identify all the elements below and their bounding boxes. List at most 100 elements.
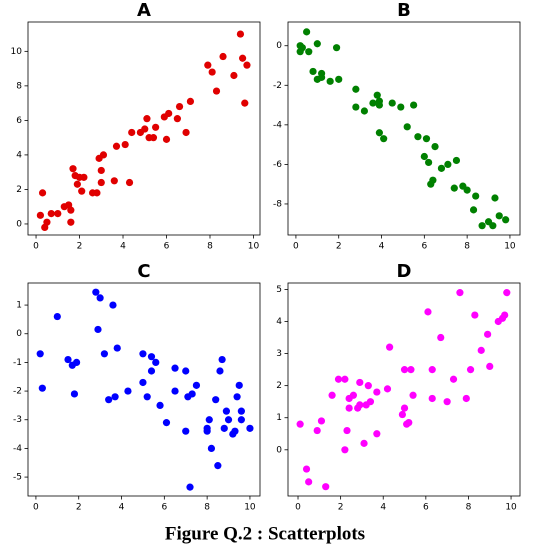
point (182, 367, 190, 375)
x-tick-label: 4 (120, 242, 126, 252)
x-tick-label: 4 (379, 242, 385, 252)
y-tick-label: -4 (273, 120, 282, 130)
point (38, 189, 47, 197)
point (428, 394, 436, 403)
point (162, 419, 171, 427)
point (345, 404, 353, 412)
point (54, 209, 62, 218)
point (222, 407, 230, 415)
figure-caption: Figure Q.2 : Scatterplots (165, 523, 365, 544)
point (165, 109, 173, 118)
point (162, 135, 171, 143)
point (332, 44, 341, 52)
panel-title: C (137, 261, 150, 282)
point (110, 177, 118, 185)
point (343, 426, 351, 435)
point (237, 416, 245, 424)
point (205, 416, 213, 424)
point (36, 211, 44, 219)
x-tick-label: 6 (423, 503, 429, 513)
point (373, 91, 381, 99)
x-tick-label: 2 (76, 503, 82, 513)
point (73, 180, 81, 188)
point (398, 410, 407, 419)
point (407, 366, 415, 374)
point (188, 390, 196, 398)
point (207, 444, 216, 453)
point (239, 54, 247, 62)
point (425, 158, 433, 167)
point (326, 77, 334, 85)
point (403, 123, 411, 131)
point (67, 218, 75, 226)
point (444, 160, 452, 168)
point (375, 129, 383, 137)
point (147, 367, 156, 375)
point (501, 311, 509, 319)
point (456, 289, 464, 297)
point (360, 107, 369, 115)
point (305, 478, 313, 486)
point (231, 427, 239, 435)
point (97, 166, 105, 175)
point (431, 142, 439, 151)
point (70, 390, 79, 398)
point (422, 135, 431, 143)
x-tick-label: 8 (466, 503, 472, 513)
y-tick-label: 2 (16, 185, 22, 195)
x-tick-label: 2 (77, 242, 83, 252)
point (400, 366, 409, 374)
y-tick-label: 1 (276, 413, 282, 423)
point (309, 67, 317, 76)
point (203, 427, 211, 435)
x-tick-label: 6 (161, 503, 167, 513)
point (220, 424, 228, 432)
x-tick-label: 6 (164, 242, 170, 252)
point (233, 393, 241, 401)
point (443, 398, 451, 406)
point (305, 48, 313, 56)
point (302, 465, 311, 473)
point (502, 216, 510, 224)
point (208, 68, 216, 76)
point (352, 85, 360, 93)
point (192, 381, 201, 389)
point (246, 424, 254, 432)
point (36, 350, 44, 358)
point (156, 401, 164, 410)
x-tick-label: 10 (504, 242, 516, 252)
x-tick-label: 0 (293, 242, 299, 252)
point (78, 187, 86, 195)
point (356, 378, 364, 387)
point (143, 393, 151, 401)
point (322, 483, 330, 491)
point (463, 186, 471, 194)
point (369, 99, 377, 107)
point (428, 366, 436, 374)
y-tick-label: 4 (276, 317, 282, 327)
point (218, 355, 226, 364)
y-tick-label: 8 (16, 81, 22, 91)
point (139, 378, 147, 387)
point (437, 333, 445, 342)
x-tick-label: 0 (295, 503, 301, 513)
point (414, 133, 422, 141)
y-tick-label: -1 (13, 358, 22, 368)
y-tick-label: -8 (273, 199, 282, 209)
point (409, 391, 417, 399)
point (405, 418, 413, 427)
point (212, 87, 221, 95)
point (64, 355, 72, 364)
x-tick-label: 6 (421, 242, 427, 252)
point (96, 294, 104, 302)
point (235, 381, 243, 389)
point (152, 358, 160, 367)
point (478, 222, 486, 230)
plot-frame (27, 21, 261, 236)
point (111, 393, 119, 401)
point (383, 385, 392, 393)
plot-frame (27, 282, 261, 497)
point (420, 152, 428, 161)
point (94, 325, 102, 334)
